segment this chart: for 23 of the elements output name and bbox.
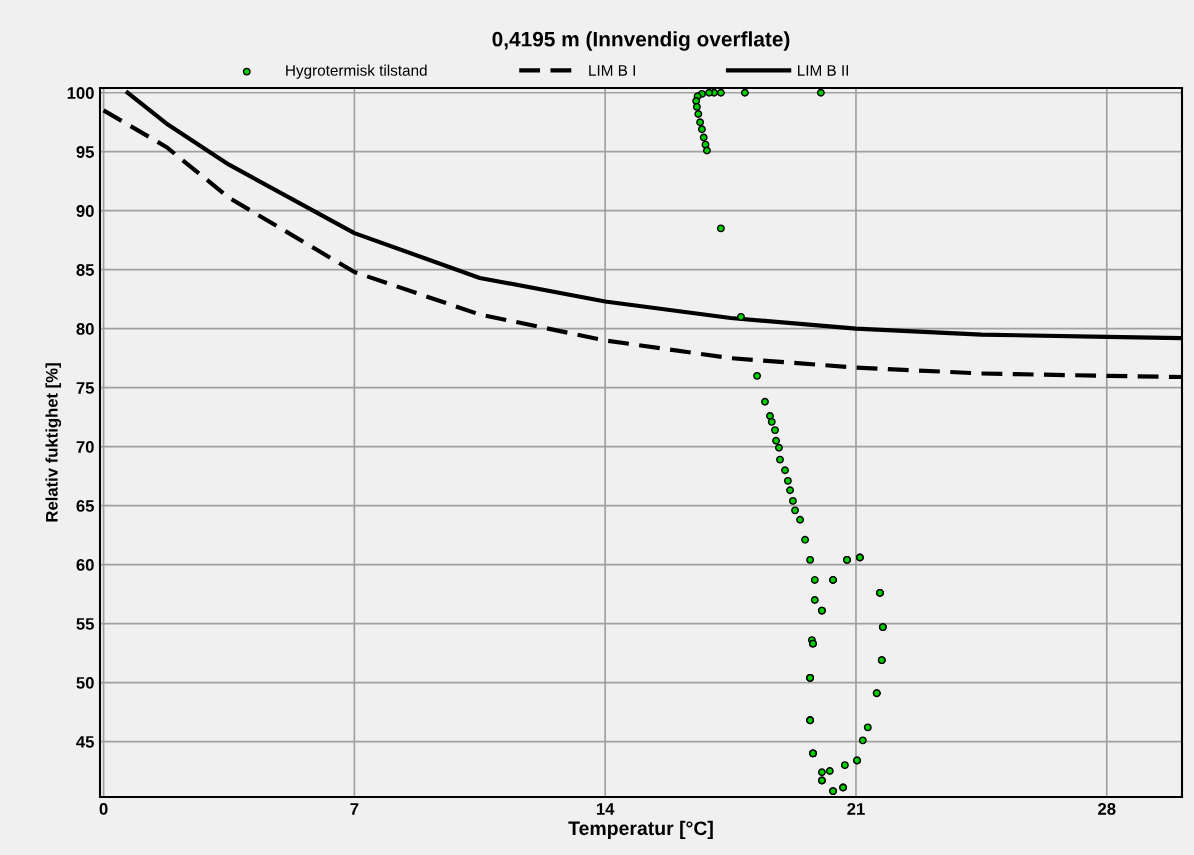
y-tick-label: 60 — [76, 559, 94, 571]
y-tick-label: 75 — [76, 382, 94, 394]
legend-label: Hygrotermisk tilstand — [286, 64, 427, 79]
legend-label: LIM B II — [798, 65, 849, 76]
y-tick-label: 70 — [76, 441, 94, 453]
y-tick-label: 90 — [76, 205, 94, 217]
y-axis-title: Relativ fuktighet [%] — [45, 363, 62, 522]
x-tick-label: 7 — [350, 803, 359, 815]
y-tick-label: 45 — [76, 736, 94, 748]
y-tick-label: 100 — [67, 87, 94, 99]
x-axis-title: Temperatur [°C] — [568, 820, 713, 839]
x-tick-label: 0 — [99, 803, 108, 815]
y-tick-label: 80 — [76, 323, 94, 335]
chart-title: 0,4195 m (Innvendig overflate) — [492, 31, 790, 51]
x-tick-label: 21 — [847, 803, 865, 815]
x-tick-label: 14 — [596, 803, 615, 815]
y-tick-label: 50 — [76, 676, 94, 689]
y-tick-label: 85 — [76, 264, 94, 276]
y-tick-label: 95 — [76, 146, 94, 158]
y-tick-label: 65 — [76, 500, 94, 512]
legend-label: LIM B I — [589, 65, 635, 76]
x-tick-label: 28 — [1098, 803, 1116, 815]
y-tick-label: 55 — [76, 618, 94, 630]
